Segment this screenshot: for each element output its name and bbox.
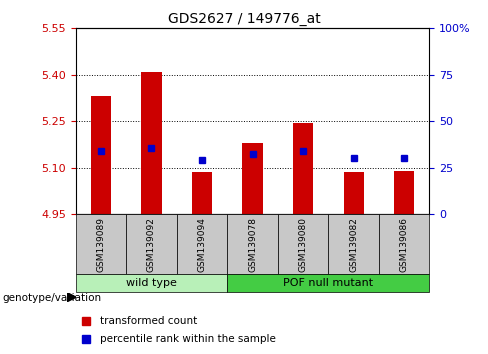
Bar — [91, 97, 111, 214]
Bar — [142, 72, 162, 214]
Bar — [227, 214, 278, 274]
Text: transformed count: transformed count — [101, 316, 198, 326]
Bar — [328, 214, 379, 274]
Bar — [293, 123, 313, 214]
Text: GSM139094: GSM139094 — [198, 217, 206, 272]
Bar — [227, 274, 429, 292]
Bar — [76, 214, 126, 274]
Bar — [192, 172, 212, 214]
Bar — [126, 214, 177, 274]
Text: wild type: wild type — [126, 278, 177, 288]
Text: POF null mutant: POF null mutant — [284, 278, 373, 288]
Text: GSM139082: GSM139082 — [349, 217, 358, 272]
Text: GSM139089: GSM139089 — [97, 217, 105, 272]
Bar — [177, 214, 227, 274]
Text: GSM139092: GSM139092 — [147, 217, 156, 272]
Bar — [243, 143, 263, 214]
Bar — [76, 274, 227, 292]
Text: GSM139078: GSM139078 — [248, 217, 257, 272]
Bar — [394, 171, 414, 214]
Text: genotype/variation: genotype/variation — [2, 293, 102, 303]
Bar — [278, 214, 328, 274]
Bar — [379, 214, 429, 274]
Text: percentile rank within the sample: percentile rank within the sample — [101, 334, 276, 344]
Text: GSM139086: GSM139086 — [400, 217, 408, 272]
Text: GDS2627 / 149776_at: GDS2627 / 149776_at — [167, 12, 321, 27]
Polygon shape — [67, 293, 76, 302]
Text: GSM139080: GSM139080 — [299, 217, 307, 272]
Bar — [344, 172, 364, 214]
